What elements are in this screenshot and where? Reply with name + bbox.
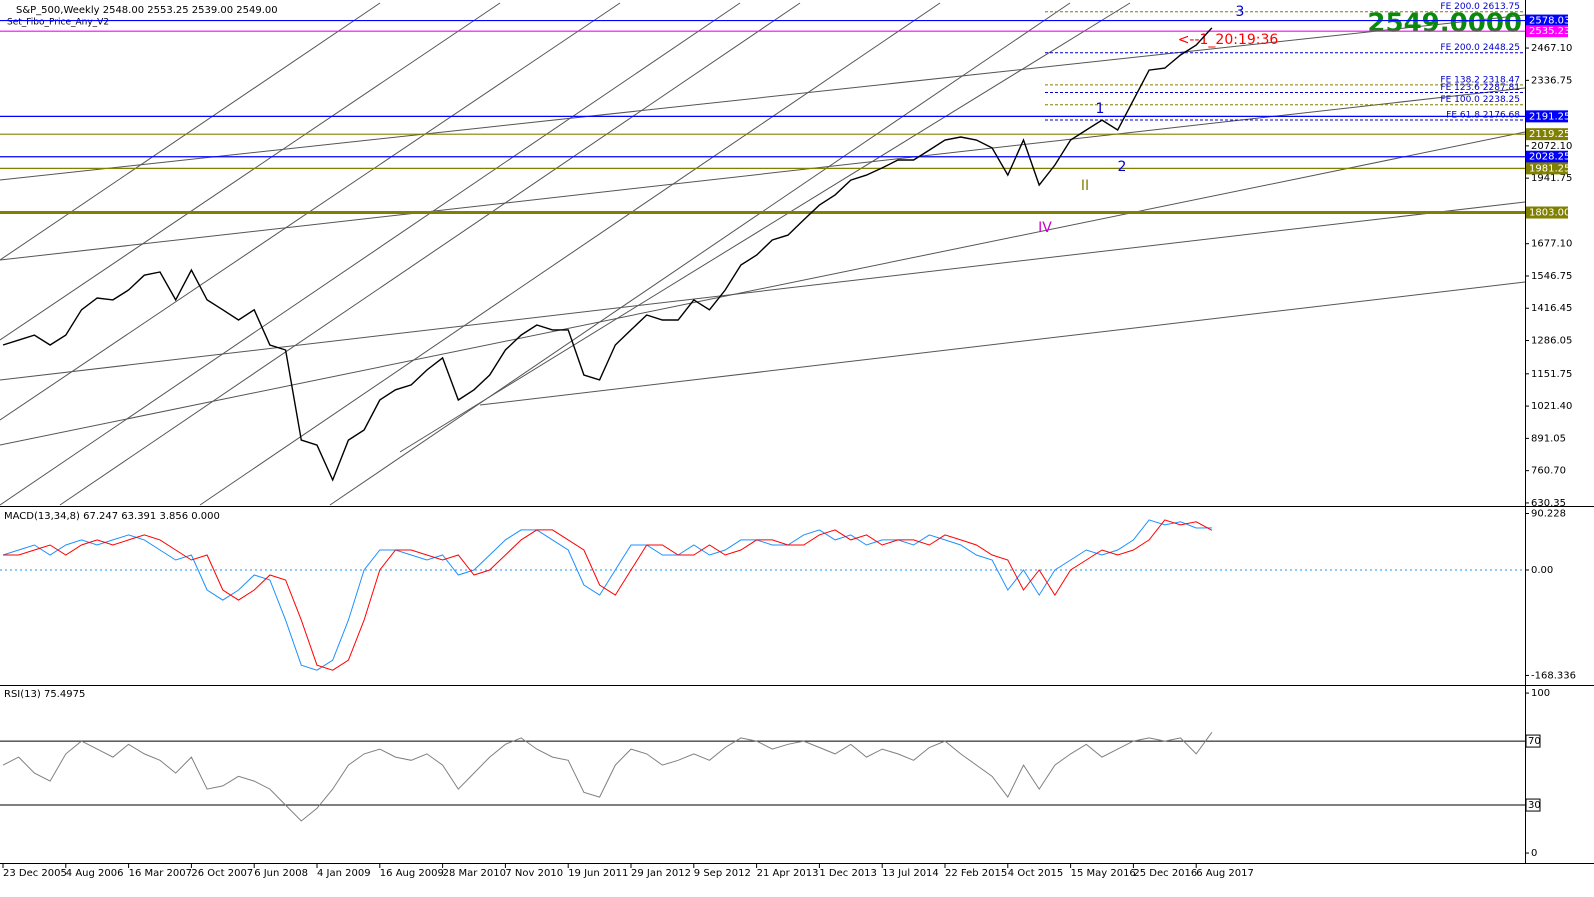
level-tag bbox=[1526, 150, 1568, 163]
y-tick-label: 0.00 bbox=[1531, 565, 1553, 576]
trend-line bbox=[59, 2, 801, 506]
x-tick-label: 25 Dec 2016 bbox=[1133, 868, 1197, 879]
rsi-title: RSI(13) 75.4975 bbox=[4, 689, 85, 700]
x-tick-label: 21 Apr 2013 bbox=[757, 868, 819, 879]
series-line bbox=[2, 732, 1213, 822]
x-tick-label: 4 Oct 2015 bbox=[1008, 868, 1063, 879]
x-tick-label: 9 Sep 2012 bbox=[694, 868, 751, 879]
price-label: 2549.0000 bbox=[1367, 9, 1522, 39]
wave-label: 1 bbox=[1096, 101, 1105, 117]
fibo-label: FE 123.6 2287.81 bbox=[1440, 83, 1520, 93]
x-tick-label: 4 Jan 2009 bbox=[317, 868, 371, 879]
x-tick-label: 22 Feb 2015 bbox=[945, 868, 1007, 879]
y-tick-label: 1941.75 bbox=[1531, 173, 1572, 184]
x-tick-label: 4 Aug 2006 bbox=[66, 868, 124, 879]
y-tick-label: 760.70 bbox=[1531, 466, 1566, 477]
x-tick-label: 15 May 2016 bbox=[1071, 868, 1136, 879]
trend-line bbox=[0, 131, 1526, 446]
macd-title: MACD(13,34,8) 67.247 63.391 3.856 0.000 bbox=[4, 511, 220, 522]
level-tag bbox=[1526, 25, 1568, 38]
trend-line bbox=[0, 2, 741, 506]
y-tick-label: 2072.10 bbox=[1531, 141, 1572, 152]
x-tick-label: 26 Oct 2007 bbox=[191, 868, 253, 879]
y-tick-label: 1286.05 bbox=[1531, 336, 1572, 347]
x-tick-label: 13 Jul 2014 bbox=[882, 868, 939, 879]
series-line bbox=[3, 519, 1213, 671]
trend-line bbox=[0, 2, 381, 261]
level-label: 1803.00 bbox=[1529, 208, 1570, 219]
y-tick-label: 1546.75 bbox=[1531, 271, 1572, 282]
y-tick-label: 2336.75 bbox=[1531, 75, 1572, 86]
y-tick-label: 1151.75 bbox=[1531, 369, 1572, 380]
level-tag bbox=[1525, 798, 1541, 812]
x-tick-label: 6 Jun 2008 bbox=[254, 868, 308, 879]
x-tick-label: 29 Jan 2012 bbox=[631, 868, 691, 879]
trend-line bbox=[329, 2, 1071, 506]
chart-title: S&P_500,Weekly 2548.00 2553.25 2539.00 2… bbox=[16, 5, 278, 16]
wave-label: <--1_20:19:36 bbox=[1178, 32, 1279, 48]
level-label: 2119.25 bbox=[1529, 129, 1570, 140]
level-label: 30 bbox=[1528, 800, 1541, 811]
x-tick-label: 16 Aug 2009 bbox=[380, 868, 444, 879]
indicator-name: Set_Fibo_Price_Any_V2 bbox=[7, 18, 109, 28]
y-tick-label: 1677.10 bbox=[1531, 239, 1572, 250]
trend-line bbox=[0, 14, 1526, 181]
x-tick-label: 7 Nov 2010 bbox=[505, 868, 563, 879]
level-label: 70 bbox=[1528, 736, 1541, 747]
fibo-label: FE 200.0 2613.75 bbox=[1440, 2, 1520, 12]
wave-label: 2 bbox=[1118, 159, 1127, 175]
trend-line bbox=[479, 281, 1526, 406]
x-tick-label: 23 Dec 2005 bbox=[3, 868, 67, 879]
level-label: 2578.03 bbox=[1529, 16, 1570, 27]
trend-line bbox=[399, 2, 1131, 453]
y-tick-label: 100 bbox=[1531, 688, 1550, 699]
y-tick-label: 891.05 bbox=[1531, 433, 1566, 444]
level-label: 1981.25 bbox=[1529, 163, 1570, 174]
y-tick-label: 1021.40 bbox=[1531, 401, 1572, 412]
y-tick-label: 2467.10 bbox=[1531, 43, 1572, 54]
level-tag bbox=[1525, 734, 1541, 748]
level-tag bbox=[1526, 162, 1568, 175]
pane-borders bbox=[0, 0, 1594, 864]
y-tick-label: 1416.45 bbox=[1531, 303, 1572, 314]
fibo-label: FE 100.0 2238.25 bbox=[1440, 95, 1520, 105]
level-tag bbox=[1526, 14, 1568, 27]
wave-label: IV bbox=[1038, 220, 1052, 236]
x-tick-label: 19 Jun 2011 bbox=[568, 868, 628, 879]
fibo-label: FE 138.2 2318.47 bbox=[1440, 75, 1520, 85]
fibo-label: FE 200.0 2448.25 bbox=[1440, 43, 1520, 53]
trend-line bbox=[0, 2, 501, 341]
level-label: 2028.25 bbox=[1529, 152, 1570, 163]
trend-line bbox=[199, 2, 941, 506]
x-tick-label: 1 Dec 2013 bbox=[819, 868, 877, 879]
level-tag bbox=[1526, 206, 1568, 219]
level-label: 2535.23 bbox=[1529, 26, 1570, 37]
y-tick-label: -168.336 bbox=[1531, 670, 1576, 681]
y-tick-label: 630.35 bbox=[1531, 498, 1566, 509]
trend-line bbox=[0, 201, 1526, 381]
wave-label: II bbox=[1081, 178, 1089, 194]
x-tick-label: 28 Mar 2010 bbox=[443, 868, 506, 879]
wave-label: 3 bbox=[1236, 4, 1245, 20]
x-tick-label: 6 Aug 2017 bbox=[1196, 868, 1254, 879]
y-tick-label: 0 bbox=[1531, 848, 1537, 859]
fibo-label: FE 61.8 2176.68 bbox=[1446, 110, 1520, 120]
level-tag bbox=[1526, 128, 1568, 141]
series-line bbox=[2, 27, 1213, 482]
level-label: 2191.25 bbox=[1529, 111, 1570, 122]
level-tag bbox=[1526, 110, 1568, 123]
x-tick-label: 16 Mar 2007 bbox=[129, 868, 192, 879]
series-line bbox=[2, 519, 1212, 671]
y-tick-label: 90.228 bbox=[1531, 508, 1566, 519]
